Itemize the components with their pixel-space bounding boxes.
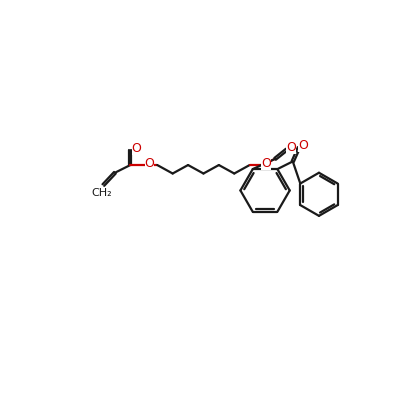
Text: O: O [145,157,154,170]
Text: CH₂: CH₂ [92,188,112,198]
Text: O: O [286,141,296,154]
Text: O: O [132,142,142,155]
Text: O: O [298,139,308,152]
Text: O: O [261,157,271,170]
